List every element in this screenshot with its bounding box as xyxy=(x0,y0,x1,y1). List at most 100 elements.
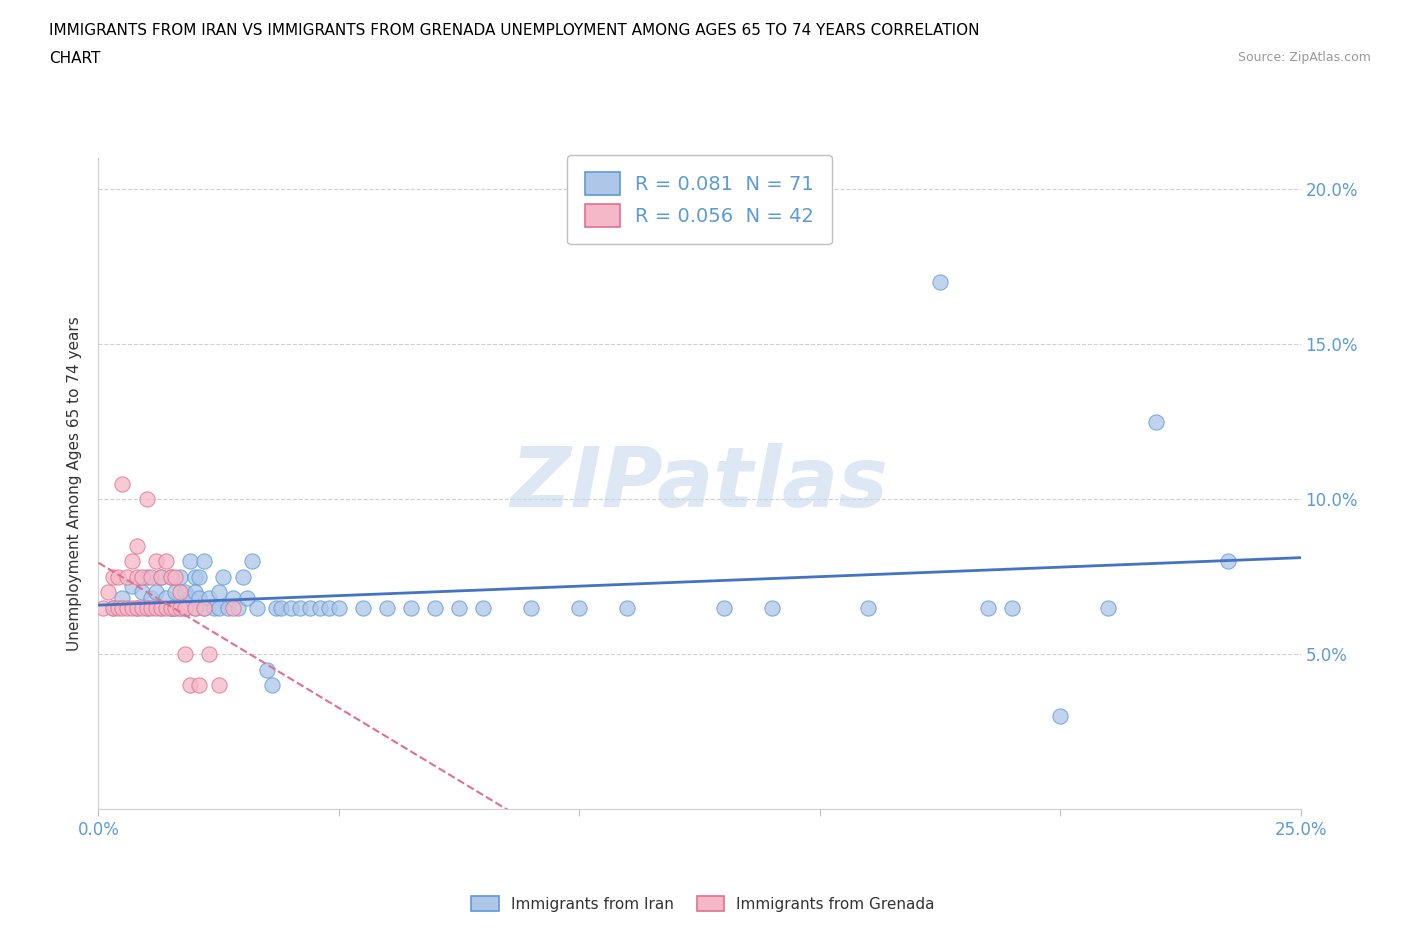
Point xyxy=(202,600,225,615)
Legend: Immigrants from Iran, Immigrants from Grenada: Immigrants from Iran, Immigrants from Gr… xyxy=(465,889,941,918)
Point xyxy=(616,600,638,615)
Point xyxy=(97,585,120,600)
Point xyxy=(761,600,783,615)
Point xyxy=(125,569,148,584)
Point xyxy=(222,600,245,615)
Point xyxy=(174,585,197,600)
Point xyxy=(198,591,221,605)
Point xyxy=(183,569,205,584)
Point xyxy=(328,600,350,615)
Point xyxy=(212,569,235,584)
Point xyxy=(256,662,278,677)
Point xyxy=(141,569,163,584)
Point xyxy=(149,569,172,584)
Point xyxy=(1097,600,1119,615)
Point xyxy=(1144,414,1167,429)
Point xyxy=(977,600,1000,615)
Point xyxy=(145,600,167,615)
Point xyxy=(928,274,950,289)
Point xyxy=(155,553,177,568)
Point xyxy=(375,600,398,615)
Point xyxy=(174,646,197,661)
Point xyxy=(193,600,215,615)
Point xyxy=(217,600,239,615)
Point xyxy=(236,591,259,605)
Point xyxy=(101,600,124,615)
Point xyxy=(399,600,422,615)
Point xyxy=(266,600,288,615)
Point xyxy=(208,600,231,615)
Point xyxy=(169,569,191,584)
Point xyxy=(135,600,157,615)
Point xyxy=(111,476,134,491)
Point xyxy=(135,569,157,584)
Point xyxy=(188,678,211,693)
Point xyxy=(121,578,143,593)
Point xyxy=(183,585,205,600)
Point xyxy=(308,600,330,615)
Point xyxy=(149,600,172,615)
Point xyxy=(117,600,139,615)
Point xyxy=(352,600,374,615)
Point xyxy=(111,600,134,615)
Point xyxy=(121,553,143,568)
Point xyxy=(174,600,197,615)
Point xyxy=(149,600,172,615)
Point xyxy=(260,678,283,693)
Point xyxy=(107,600,129,615)
Point xyxy=(246,600,269,615)
Point xyxy=(568,600,591,615)
Point xyxy=(298,600,321,615)
Point xyxy=(145,585,167,600)
Point xyxy=(169,600,191,615)
Point xyxy=(159,569,181,584)
Point xyxy=(159,569,181,584)
Point xyxy=(179,553,201,568)
Point xyxy=(447,600,470,615)
Point xyxy=(290,600,312,615)
Point xyxy=(188,569,211,584)
Point xyxy=(155,600,177,615)
Point xyxy=(713,600,735,615)
Point xyxy=(165,585,187,600)
Point xyxy=(165,600,187,615)
Text: CHART: CHART xyxy=(49,51,101,66)
Point xyxy=(125,600,148,615)
Point xyxy=(179,591,201,605)
Point xyxy=(240,553,263,568)
Point xyxy=(155,591,177,605)
Point xyxy=(131,600,153,615)
Point xyxy=(145,553,167,568)
Point xyxy=(135,492,157,507)
Point xyxy=(520,600,543,615)
Point xyxy=(198,646,221,661)
Legend: R = 0.081  N = 71, R = 0.056  N = 42: R = 0.081 N = 71, R = 0.056 N = 42 xyxy=(567,154,832,245)
Point xyxy=(423,600,446,615)
Point xyxy=(856,600,879,615)
Point xyxy=(159,600,181,615)
Point xyxy=(169,585,191,600)
Point xyxy=(159,600,181,615)
Point xyxy=(226,600,249,615)
Point xyxy=(131,585,153,600)
Point xyxy=(149,569,172,584)
Point xyxy=(135,600,157,615)
Point xyxy=(208,678,231,693)
Point xyxy=(472,600,495,615)
Text: IMMIGRANTS FROM IRAN VS IMMIGRANTS FROM GRENADA UNEMPLOYMENT AMONG AGES 65 TO 74: IMMIGRANTS FROM IRAN VS IMMIGRANTS FROM … xyxy=(49,23,980,38)
Point xyxy=(101,600,124,615)
Point xyxy=(131,569,153,584)
Point xyxy=(222,591,245,605)
Point xyxy=(193,553,215,568)
Point xyxy=(1218,553,1240,568)
Point xyxy=(111,591,134,605)
Point xyxy=(125,538,148,553)
Point xyxy=(159,600,181,615)
Point xyxy=(91,600,114,615)
Point xyxy=(121,600,143,615)
Y-axis label: Unemployment Among Ages 65 to 74 years: Unemployment Among Ages 65 to 74 years xyxy=(67,316,83,651)
Point xyxy=(318,600,340,615)
Point xyxy=(183,600,205,615)
Point xyxy=(183,600,205,615)
Point xyxy=(280,600,302,615)
